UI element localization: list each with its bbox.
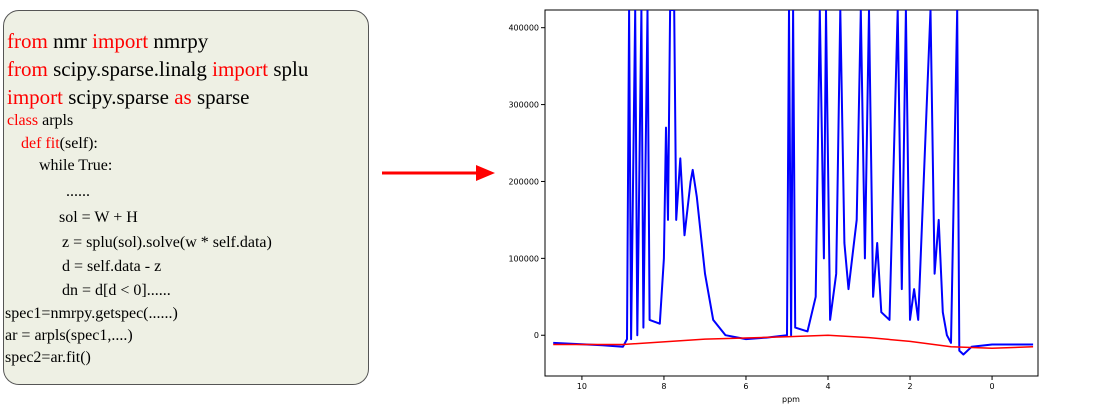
y-tick-label: 400000 <box>508 24 539 33</box>
code-box: from nmr import nmrpy from scipy.sparse.l… <box>3 10 369 385</box>
code-token: sol = W + H <box>59 209 138 226</box>
code-token: import <box>212 57 269 81</box>
x-tick-label: 6 <box>743 382 748 391</box>
code-token: from <box>7 57 48 81</box>
code-line: def fit(self): <box>21 136 98 152</box>
arrow-head <box>476 165 495 181</box>
spectrum-line <box>553 334 1034 350</box>
code-token: scipy.sparse <box>63 85 175 109</box>
code-token: scipy.sparse.linalg <box>47 57 213 81</box>
code-token: def fit <box>21 135 60 152</box>
x-tick-label: 2 <box>907 382 912 391</box>
code-line: from nmr import nmrpy <box>7 31 208 52</box>
code-token: arpls <box>38 112 74 129</box>
code-token: ar = arpls(spec1,....) <box>5 327 133 344</box>
code-token: class <box>7 112 39 129</box>
code-line: spec2=ar.fit() <box>5 350 91 366</box>
x-tick-label: 10 <box>577 382 587 391</box>
code-token: dn = d[d < 0]...... <box>62 282 171 299</box>
code-line: from scipy.sparse.linalg import splu <box>7 59 308 80</box>
code-line: ...... <box>66 184 90 200</box>
code-token: nmr <box>47 29 93 53</box>
x-tick-label: 8 <box>661 382 666 391</box>
x-tick-label: 0 <box>990 382 995 391</box>
code-line: z = splu(sol).solve(w * self.data) <box>62 235 272 251</box>
code-token: z = splu(sol).solve(w * self.data) <box>62 234 272 251</box>
code-token: spec2=ar.fit() <box>5 349 91 366</box>
code-token: ...... <box>66 183 90 200</box>
plot-frame <box>544 9 1039 377</box>
y-tick-label: 300000 <box>508 101 539 110</box>
code-token: import <box>92 29 149 53</box>
y-tick-label: 0 <box>534 331 539 340</box>
code-line: sol = W + H <box>59 210 138 226</box>
code-token: import <box>7 85 63 109</box>
code-token: splu <box>268 57 309 81</box>
x-tick-label: 4 <box>825 382 830 391</box>
code-token: d = self.data - z <box>62 258 162 275</box>
code-line: dn = d[d < 0]...... <box>62 283 171 299</box>
code-token: (self): <box>59 135 98 152</box>
x-axis-label: ppm <box>782 395 800 404</box>
code-token: as <box>174 85 192 109</box>
code-line: class arpls <box>7 113 73 129</box>
plot-lines <box>553 10 1034 356</box>
y-tick-label: 200000 <box>508 177 539 186</box>
code-token: sparse <box>191 85 250 109</box>
code-token: from <box>7 29 48 53</box>
code-token: while True: <box>39 157 113 174</box>
code-token: spec1=nmrpy.getspec(......) <box>5 305 178 322</box>
code-line: spec1=nmrpy.getspec(......) <box>5 306 178 322</box>
code-line: import scipy.sparse as sparse <box>7 87 249 108</box>
code-token: nmrpy <box>148 29 209 53</box>
spectrum-line <box>553 10 1034 356</box>
y-tick-label: 100000 <box>508 254 539 263</box>
code-line: d = self.data - z <box>62 259 161 275</box>
code-line: while True: <box>39 158 112 174</box>
code-line: ar = arpls(spec1,....) <box>5 328 133 344</box>
